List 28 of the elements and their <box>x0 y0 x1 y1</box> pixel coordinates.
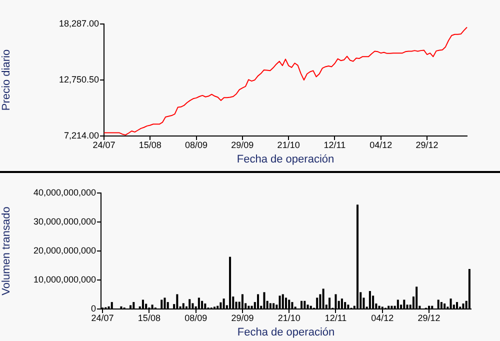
x-tick-label: 12/11 <box>324 140 346 150</box>
x-tick-label: 29/09 <box>231 312 254 323</box>
x-tick-label: 08/09 <box>184 312 208 323</box>
x-tick-label: 21/10 <box>278 312 300 323</box>
x-tick-label: 29/12 <box>416 140 438 150</box>
x-tick-label: 29/09 <box>231 140 254 150</box>
x-tick-label: 15/08 <box>138 312 160 323</box>
y-tick-label: 30,000,000,000 <box>33 216 96 226</box>
x-axis-title: Fecha de operación <box>237 326 335 338</box>
x-tick-label: 21/10 <box>277 140 300 150</box>
y-tick-label: 12,750.50 <box>58 74 99 84</box>
y-axis-title: Precio diario <box>0 49 13 111</box>
x-tick-label: 29/12 <box>418 312 440 323</box>
x-tick-label: 12/11 <box>324 312 347 323</box>
y-tick-label: 0 <box>90 303 96 314</box>
y-tick-label: 20,000,000,000 <box>33 245 96 256</box>
y-axis-title: Volumen transado <box>0 206 13 296</box>
x-tick-label: 08/09 <box>185 140 208 150</box>
x-tick-label: 24/07 <box>91 312 114 323</box>
y-tick-label: 40,000,000,000 <box>33 187 96 198</box>
x-tick-label: 15/08 <box>138 140 162 150</box>
x-tick-label: 04/12 <box>370 140 392 150</box>
y-tick-label: 18,287.00 <box>58 18 99 28</box>
y-tick-label: 10,000,000,000 <box>33 274 96 284</box>
x-tick-label: 24/07 <box>92 140 116 150</box>
y-tick-label: 7,214.00 <box>64 130 99 140</box>
x-tick-label: 04/12 <box>371 312 394 323</box>
x-axis-title: Fecha de operación <box>236 153 334 166</box>
